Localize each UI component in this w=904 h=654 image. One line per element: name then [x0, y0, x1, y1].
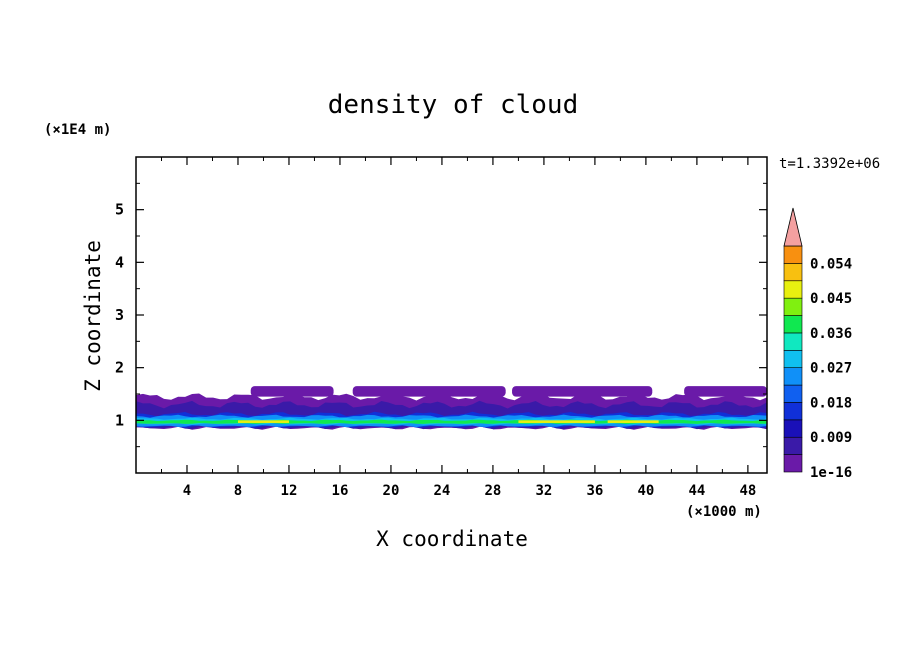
- colorbar-label: 0.036: [810, 326, 852, 342]
- colorbar-label: 0.045: [810, 291, 852, 307]
- colorbar: 1e-16 0.009 0.018 0.027 0.036 0.045 0.054: [783, 207, 852, 481]
- x-tick-label: 20: [383, 483, 400, 499]
- x-axis-ticks: 4 8 12 16 20 24 28 32 36 40 44 48: [160, 157, 756, 499]
- x-tick-label: 12: [281, 483, 298, 499]
- y-tick-label: 3: [115, 306, 124, 324]
- y-unit-label: (×1E4 m): [44, 122, 111, 138]
- peak-density-patch: [237, 420, 289, 423]
- colorbar-extend-arrow: [783, 207, 803, 247]
- colorbar-level: [783, 402, 803, 421]
- peak-density-patch: [518, 420, 595, 423]
- colorbar-level: [783, 263, 803, 282]
- colorbar-label: 0.054: [810, 256, 852, 272]
- x-tick-label: 48: [739, 483, 756, 499]
- chart-title: density of cloud: [328, 90, 578, 120]
- x-tick-label: 32: [535, 483, 552, 499]
- colorbar-level: [783, 367, 803, 386]
- colorbar-level: [783, 384, 803, 403]
- y-tick-label: 1: [115, 411, 124, 429]
- x-axis-label: X coordinate: [376, 527, 528, 551]
- colorbar-level: [783, 454, 803, 473]
- cloud-upper-patch: [352, 386, 506, 397]
- colorbar-level: [783, 245, 803, 264]
- y-tick-label: 4: [115, 253, 124, 271]
- x-tick-label: 4: [183, 483, 191, 499]
- colorbar-label: 1e-16: [810, 465, 852, 481]
- colorbar-label: 0.009: [810, 430, 852, 446]
- x-tick-label: 44: [688, 483, 705, 499]
- colorbar-level: [783, 436, 803, 455]
- x-tick-label: 24: [434, 483, 451, 499]
- cloud-upper-patch: [512, 386, 653, 397]
- colorbar-level: [783, 315, 803, 334]
- density-field: [136, 386, 767, 430]
- cloud-upper-patch: [250, 386, 334, 397]
- time-label: t=1.3392e+06: [779, 156, 880, 172]
- cloud-upper-patch: [684, 386, 767, 397]
- colorbar-level: [783, 332, 803, 351]
- x-tick-label: 16: [332, 483, 349, 499]
- x-tick-label: 28: [484, 483, 501, 499]
- y-axis-ticks: 1 2 3 4 5: [115, 182, 767, 448]
- peak-density-patch: [607, 420, 659, 423]
- x-unit-label: (×1000 m): [686, 504, 762, 520]
- colorbar-level: [783, 280, 803, 299]
- y-tick-label: 2: [115, 359, 124, 377]
- x-tick-label: 8: [234, 483, 242, 499]
- x-tick-label: 36: [586, 483, 603, 499]
- colorbar-level: [783, 350, 803, 368]
- colorbar-level: [783, 297, 803, 316]
- colorbar-label: 0.018: [810, 395, 852, 411]
- colorbar-label: 0.027: [810, 361, 852, 377]
- x-tick-label: 40: [637, 483, 654, 499]
- y-axis-label: Z coordinate: [81, 240, 105, 392]
- y-tick-label: 5: [115, 201, 124, 219]
- colorbar-level: [783, 419, 803, 438]
